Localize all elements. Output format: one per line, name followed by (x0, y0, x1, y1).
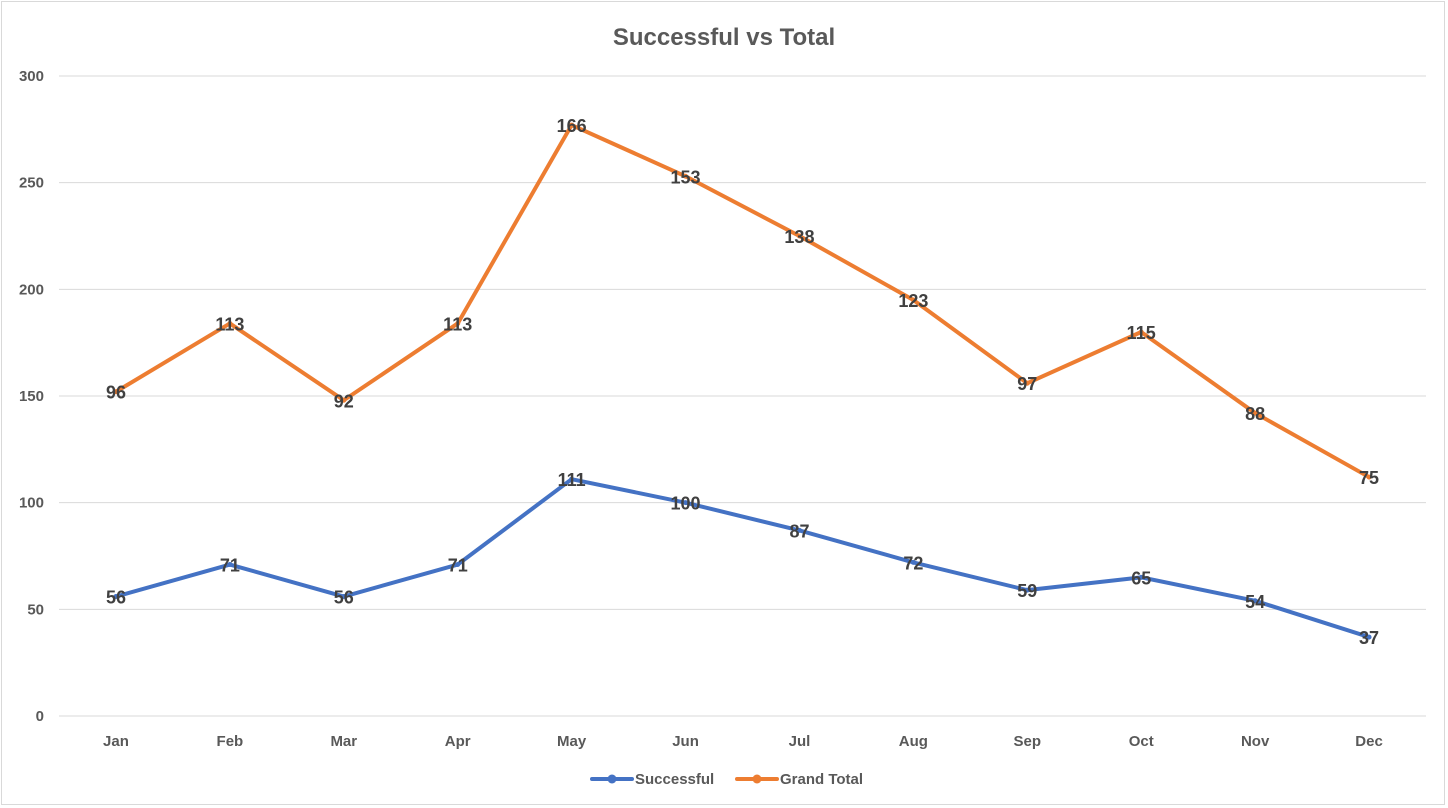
y-tick-label: 100 (19, 495, 44, 512)
y-axis-ticks: 0 50 100 150 200 250 300 (19, 68, 44, 725)
data-label-successful: 56 (334, 588, 354, 608)
data-point-successful (1366, 634, 1372, 640)
data-label-successful: 100 (671, 494, 701, 514)
x-tick-label: Dec (1355, 733, 1383, 750)
chart-title: Successful vs Total (613, 24, 835, 51)
data-label-successful: 37 (1359, 628, 1379, 648)
data-label-successful: 71 (448, 556, 468, 576)
data-point-successful (1138, 574, 1144, 580)
x-tick-label: Oct (1129, 733, 1154, 750)
data-point-successful (796, 527, 802, 533)
y-tick-label: 50 (27, 601, 44, 618)
data-point-grand-total (1366, 474, 1372, 480)
x-tick-label: Jan (103, 733, 129, 750)
data-point-successful (113, 594, 119, 600)
legend-marker-successful (607, 774, 617, 784)
data-label-grand-total: 113 (215, 314, 244, 334)
x-tick-label: Jun (672, 733, 699, 750)
data-label-grand-total: 96 (106, 383, 126, 403)
data-point-successful (683, 500, 689, 506)
data-point-grand-total (113, 389, 119, 395)
data-point-successful (910, 559, 916, 565)
data-label-grand-total: 92 (334, 391, 354, 411)
x-axis-ticks: Jan Feb Mar Apr May Jun Jul Aug Sep Oct Nov Dec (103, 733, 1383, 750)
data-label-grand-total: 123 (898, 291, 928, 311)
data-label-successful: 59 (1017, 581, 1037, 601)
y-tick-label: 250 (19, 175, 44, 192)
x-tick-label: Mar (330, 733, 357, 750)
data-label-grand-total: 138 (784, 227, 814, 247)
x-tick-label: Jul (789, 733, 811, 750)
x-tick-label: Apr (445, 733, 471, 750)
series-line-successful (113, 477, 1372, 640)
x-tick-label: Sep (1014, 733, 1042, 750)
data-point-grand-total (227, 320, 233, 326)
data-point-grand-total (1252, 410, 1258, 416)
data-point-grand-total (1024, 380, 1030, 386)
x-tick-label: Aug (899, 733, 928, 750)
data-label-grand-total: 97 (1017, 374, 1037, 394)
legend-marker-grand-total (752, 774, 762, 784)
data-point-grand-total (910, 297, 916, 303)
data-label-successful: 111 (558, 470, 586, 490)
data-point-successful (227, 562, 233, 568)
y-tick-label: 150 (19, 388, 44, 405)
data-label-successful: 65 (1131, 568, 1151, 588)
data-label-grand-total: 75 (1359, 468, 1379, 488)
legend: Successful Grand Total (590, 771, 863, 788)
data-label-successful: 54 (1245, 592, 1265, 612)
data-label-successful: 56 (106, 588, 126, 608)
legend-label-grand-total: Grand Total (780, 771, 863, 788)
data-point-grand-total (341, 397, 347, 403)
data-label-grand-total: 113 (443, 314, 472, 334)
gridlines (59, 75, 1426, 717)
data-label-grand-total: 88 (1245, 404, 1265, 424)
data-label-grand-total: 115 (1127, 323, 1156, 343)
y-tick-label: 0 (36, 708, 44, 725)
data-label-grand-total: 166 (557, 116, 587, 136)
data-labels: 56 71 56 71 111 100 87 72 59 65 54 37 96 113 92 113 166 1… (106, 116, 1379, 648)
data-label-grand-total: 153 (671, 167, 701, 187)
data-point-grand-total (455, 320, 461, 326)
data-label-successful: 72 (903, 553, 923, 573)
data-point-grand-total (796, 233, 802, 239)
x-tick-label: Nov (1241, 733, 1270, 750)
data-label-successful: 87 (789, 521, 809, 541)
legend-label-successful: Successful (635, 771, 714, 788)
data-point-grand-total (569, 122, 575, 128)
data-label-successful: 71 (220, 556, 240, 576)
y-tick-label: 300 (19, 68, 44, 85)
series-line-grand-total (113, 123, 1372, 480)
data-point-grand-total (1138, 329, 1144, 335)
data-point-successful (569, 476, 575, 482)
data-point-grand-total (683, 173, 689, 179)
series-lines (113, 122, 1372, 640)
data-point-successful (341, 594, 347, 600)
y-tick-label: 200 (19, 281, 44, 298)
data-point-successful (1252, 598, 1258, 604)
x-tick-label: Feb (217, 733, 244, 750)
data-point-successful (455, 562, 461, 568)
data-point-successful (1024, 587, 1030, 593)
x-tick-label: May (557, 733, 587, 750)
